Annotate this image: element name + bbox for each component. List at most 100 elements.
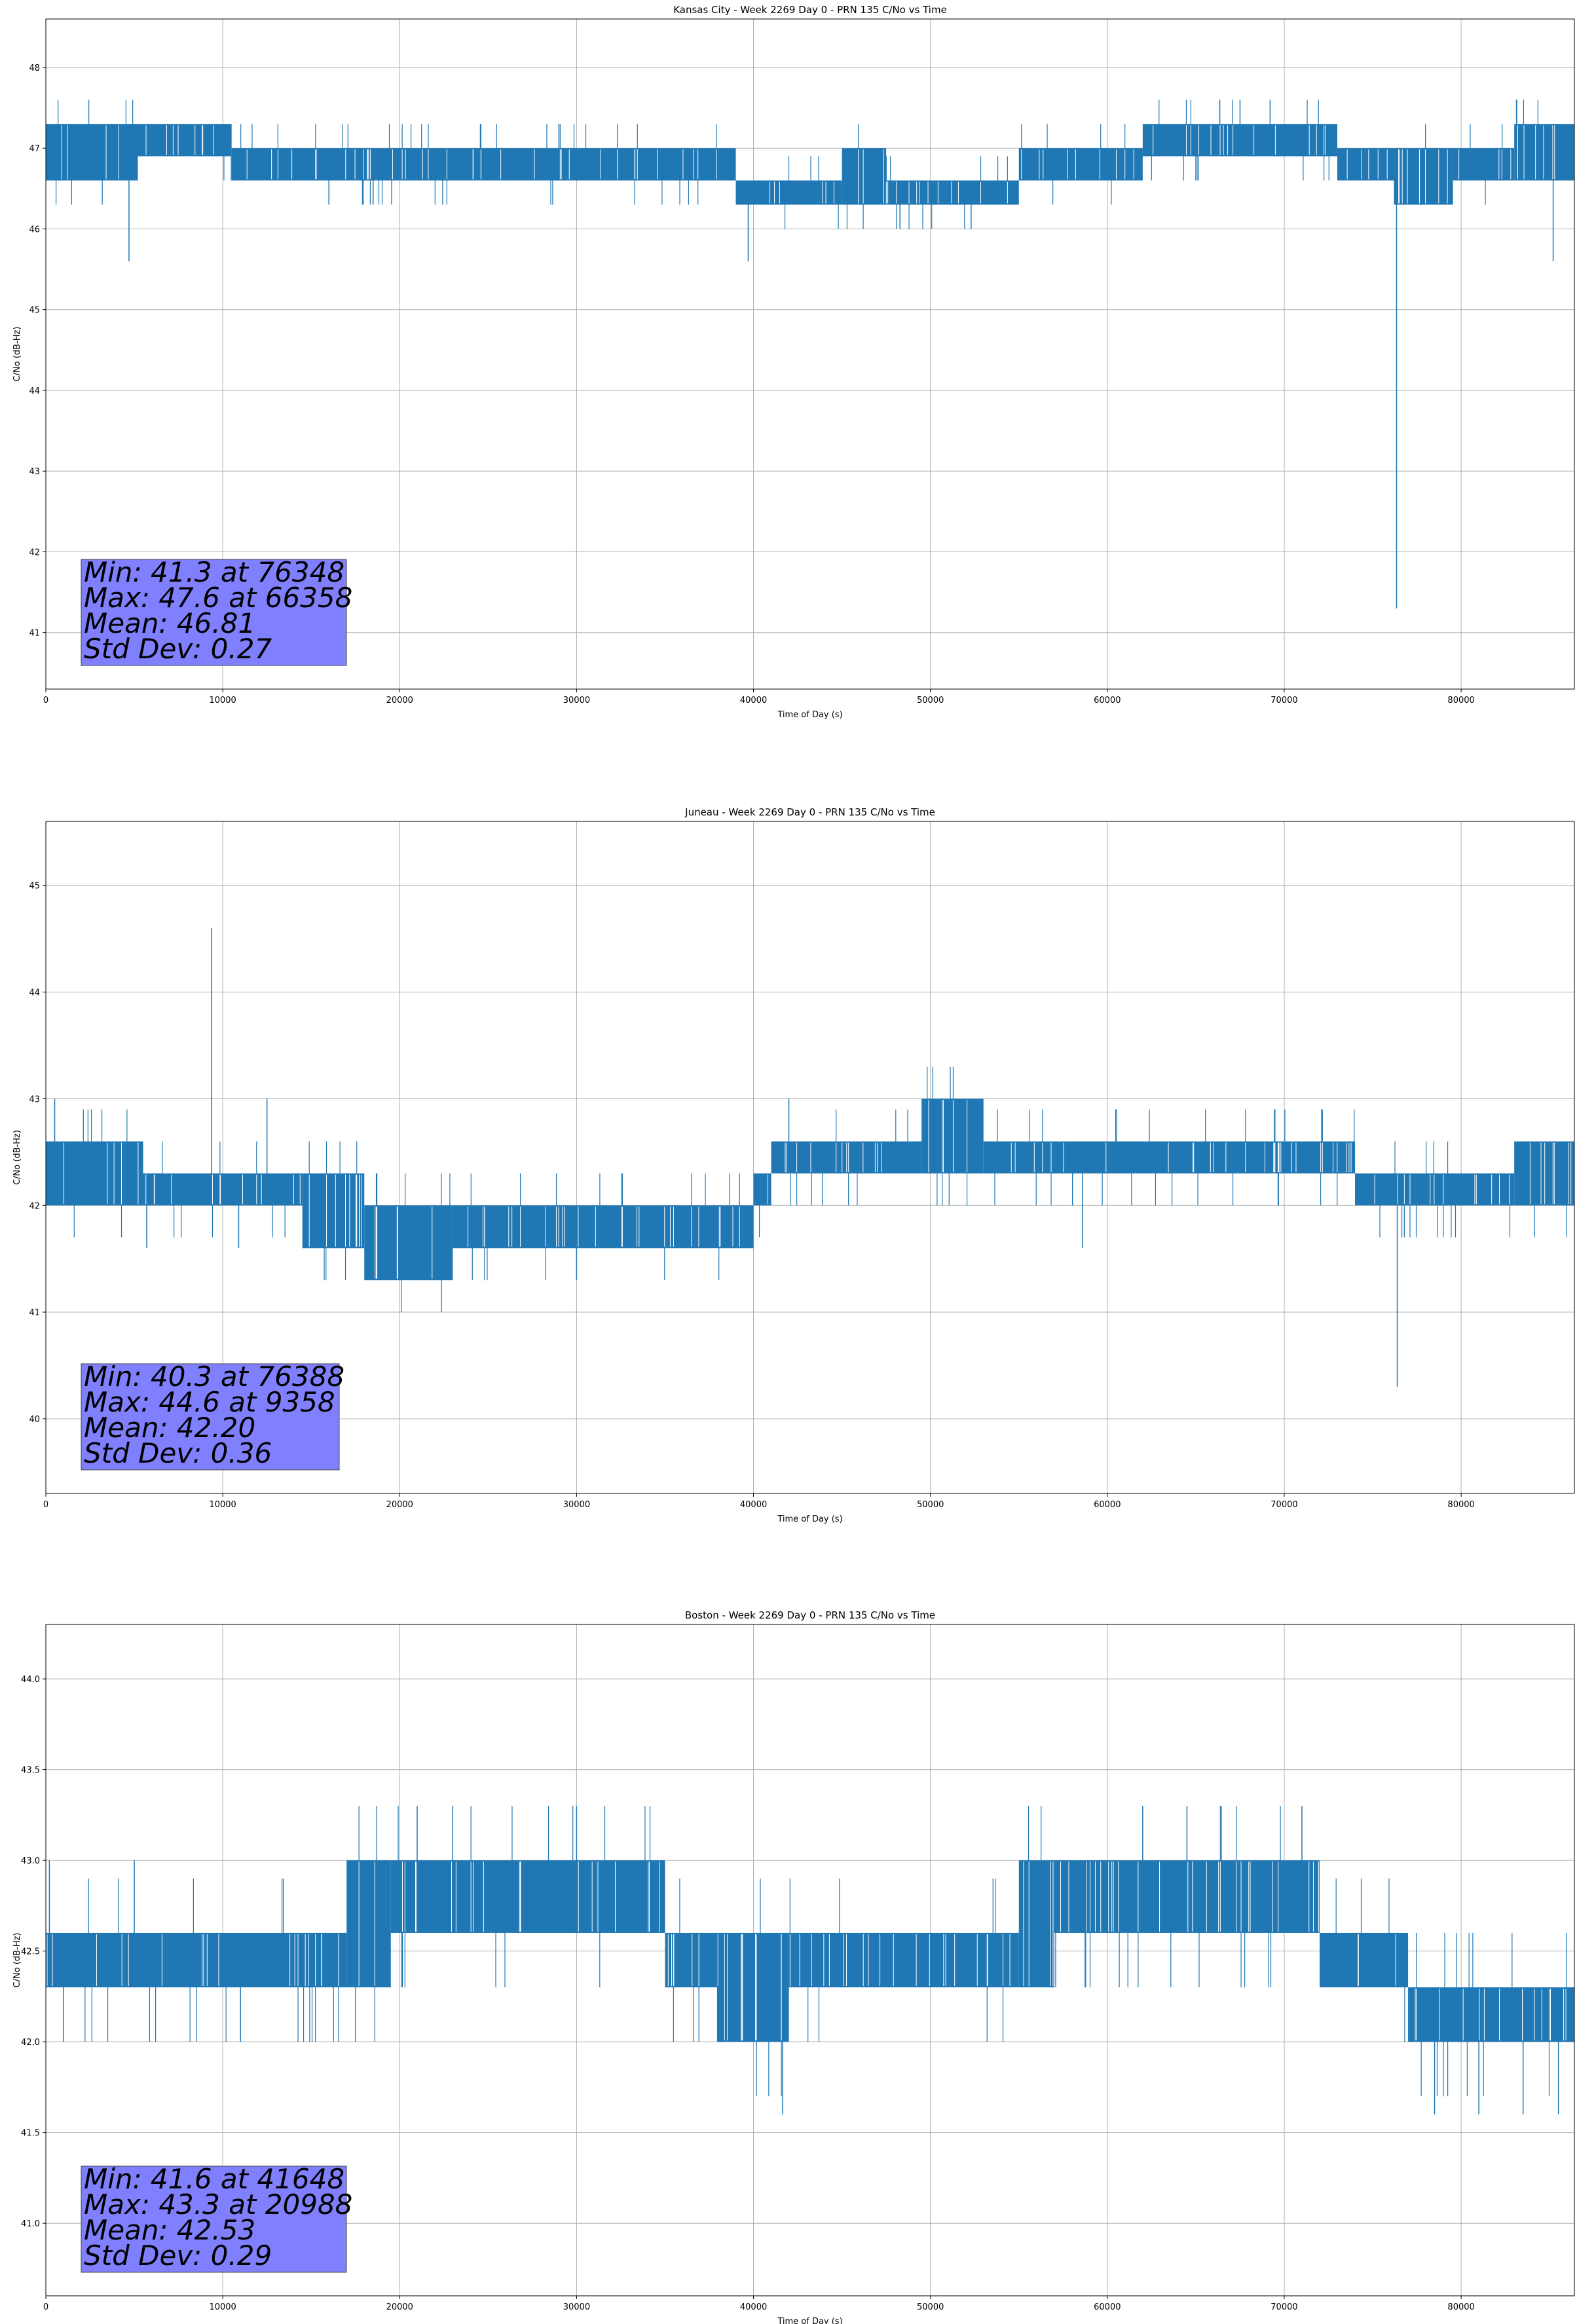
- data-band: [753, 1173, 771, 1206]
- data-band: [46, 1932, 347, 1988]
- x-axis-label: Time of Day (s): [777, 2317, 842, 2324]
- y-axis-label: C/No (dB-Hz): [12, 1130, 22, 1185]
- data-band: [1452, 148, 1515, 181]
- stats-box: [81, 2165, 347, 2273]
- chart-title: Kansas City - Week 2269 Day 0 - PRN 135 …: [673, 4, 947, 16]
- x-tick-label: 60000: [1094, 696, 1121, 705]
- x-tick-label: 20000: [386, 696, 413, 705]
- series-cno: [46, 928, 1574, 1387]
- x-tick-label: 10000: [209, 696, 236, 705]
- x-tick-label: 50000: [917, 2302, 944, 2312]
- y-tick-label: 44: [29, 386, 40, 396]
- y-tick-label: 43: [29, 1095, 40, 1104]
- stats-line: Std Dev: 0.29: [84, 2240, 272, 2272]
- data-band: [46, 124, 138, 181]
- y-tick-label: 45: [29, 306, 40, 316]
- axes-frame: [45, 18, 1575, 690]
- x-axis-label: Time of Day (s): [777, 1514, 842, 1524]
- data-band: [735, 180, 842, 205]
- gridlines: [45, 19, 1574, 689]
- x-tick-label: 0: [43, 696, 48, 705]
- x-tick-label: 50000: [917, 696, 944, 705]
- data-band: [665, 1932, 718, 1988]
- x-tick-label: 20000: [386, 1500, 413, 1510]
- data-band: [143, 1173, 303, 1206]
- stats-line: Min: 41.6 at 41648: [84, 2163, 344, 2195]
- axes-frame: [45, 1624, 1575, 2296]
- x-tick-label: 0: [43, 1500, 48, 1510]
- data-band: [983, 1141, 1356, 1174]
- y-tick-label: 46: [29, 225, 40, 234]
- y-tick-label: 44.0: [21, 1675, 40, 1685]
- data-band: [1394, 148, 1453, 205]
- y-tick-label: 41: [29, 1308, 40, 1318]
- x-tick-label: 10000: [209, 1500, 236, 1510]
- x-tick-label: 50000: [917, 1500, 944, 1510]
- data-band: [1320, 1932, 1409, 1988]
- data-band: [1514, 1141, 1574, 1206]
- chart-title: Juneau - Week 2269 Day 0 - PRN 135 C/No …: [684, 806, 935, 818]
- y-axis-label: C/No (dB-Hz): [12, 327, 22, 382]
- data-band: [453, 1205, 754, 1248]
- y-tick-label: 42: [29, 1201, 40, 1211]
- x-tick-label: 70000: [1271, 696, 1297, 705]
- x-tick-label: 10000: [209, 2302, 236, 2312]
- x-tick-label: 60000: [1094, 1500, 1121, 1510]
- data-band: [886, 180, 1019, 205]
- series-cno: [46, 100, 1574, 609]
- stats-line: Mean: 42.20: [84, 1412, 255, 1444]
- x-tick-label: 60000: [1094, 2302, 1121, 2312]
- data-band: [1355, 1173, 1515, 1206]
- data-band: [788, 1932, 1019, 1988]
- x-tick-label: 40000: [740, 2302, 767, 2312]
- y-tick-label: 48: [29, 64, 40, 73]
- data-band: [138, 124, 232, 157]
- stats-line: Min: 41.3 at 76348: [84, 556, 344, 588]
- subplot-2: 0 10000 20000 30000 40000 50000 60000 70000 8000…: [12, 1609, 1575, 2324]
- stats-line: Min: 40.3 at 76388: [84, 1360, 344, 1393]
- data-band: [921, 1098, 984, 1174]
- stats-line: Max: 44.6 at 9358: [84, 1386, 335, 1418]
- y-tick-label: 44: [29, 988, 40, 998]
- data-band: [302, 1173, 365, 1248]
- data-band: [364, 1205, 453, 1281]
- data-band: [231, 148, 736, 181]
- y-tick-label: 41.5: [21, 2129, 40, 2139]
- stats-line: Mean: 46.81: [84, 607, 255, 639]
- data-band: [346, 1860, 391, 1988]
- y-tick-label: 42: [29, 548, 40, 557]
- x-tick-label: 80000: [1447, 696, 1474, 705]
- x-tick-label: 80000: [1447, 2302, 1474, 2312]
- y-axis-label: C/No (dB-Hz): [12, 1933, 22, 1988]
- stats-box: [81, 559, 347, 666]
- data-band: [718, 1932, 789, 2042]
- series-cno: [46, 1806, 1574, 2114]
- x-tick-label: 30000: [563, 1500, 590, 1510]
- data-band: [842, 148, 887, 205]
- stats-line: Std Dev: 0.27: [84, 633, 272, 665]
- x-axis-label: Time of Day (s): [777, 710, 842, 720]
- x-tick-label: 30000: [563, 2302, 590, 2312]
- y-tick-label: 43.5: [21, 1766, 40, 1776]
- data-band: [1142, 124, 1338, 157]
- y-tick-label: 41.0: [21, 2219, 40, 2229]
- y-tick-label: 43.0: [21, 1856, 40, 1866]
- x-tick-label: 70000: [1271, 2302, 1297, 2312]
- y-tick-label: 42.0: [21, 2038, 40, 2048]
- axes-frame: [45, 821, 1575, 1494]
- x-tick-label: 40000: [740, 1500, 767, 1510]
- x-tick-label: 40000: [740, 696, 767, 705]
- stats-box: [81, 1363, 340, 1471]
- x-tick-label: 70000: [1271, 1500, 1297, 1510]
- y-tick-label: 40: [29, 1415, 40, 1425]
- y-tick-label: 47: [29, 144, 40, 154]
- stats-line: Max: 43.3 at 20988: [84, 2188, 352, 2221]
- data-band: [1408, 1987, 1574, 2042]
- data-band: [1018, 1860, 1054, 1988]
- y-tick-label: 42.5: [21, 1947, 40, 1957]
- x-tick-label: 20000: [386, 2302, 413, 2312]
- subplots: 0 10000 20000 30000 40000 50000 60000 70000 8000…: [12, 4, 1575, 2324]
- subplot-0: 0 10000 20000 30000 40000 50000 60000 70000 8000…: [12, 4, 1575, 720]
- stats-line: Std Dev: 0.36: [84, 1437, 272, 1469]
